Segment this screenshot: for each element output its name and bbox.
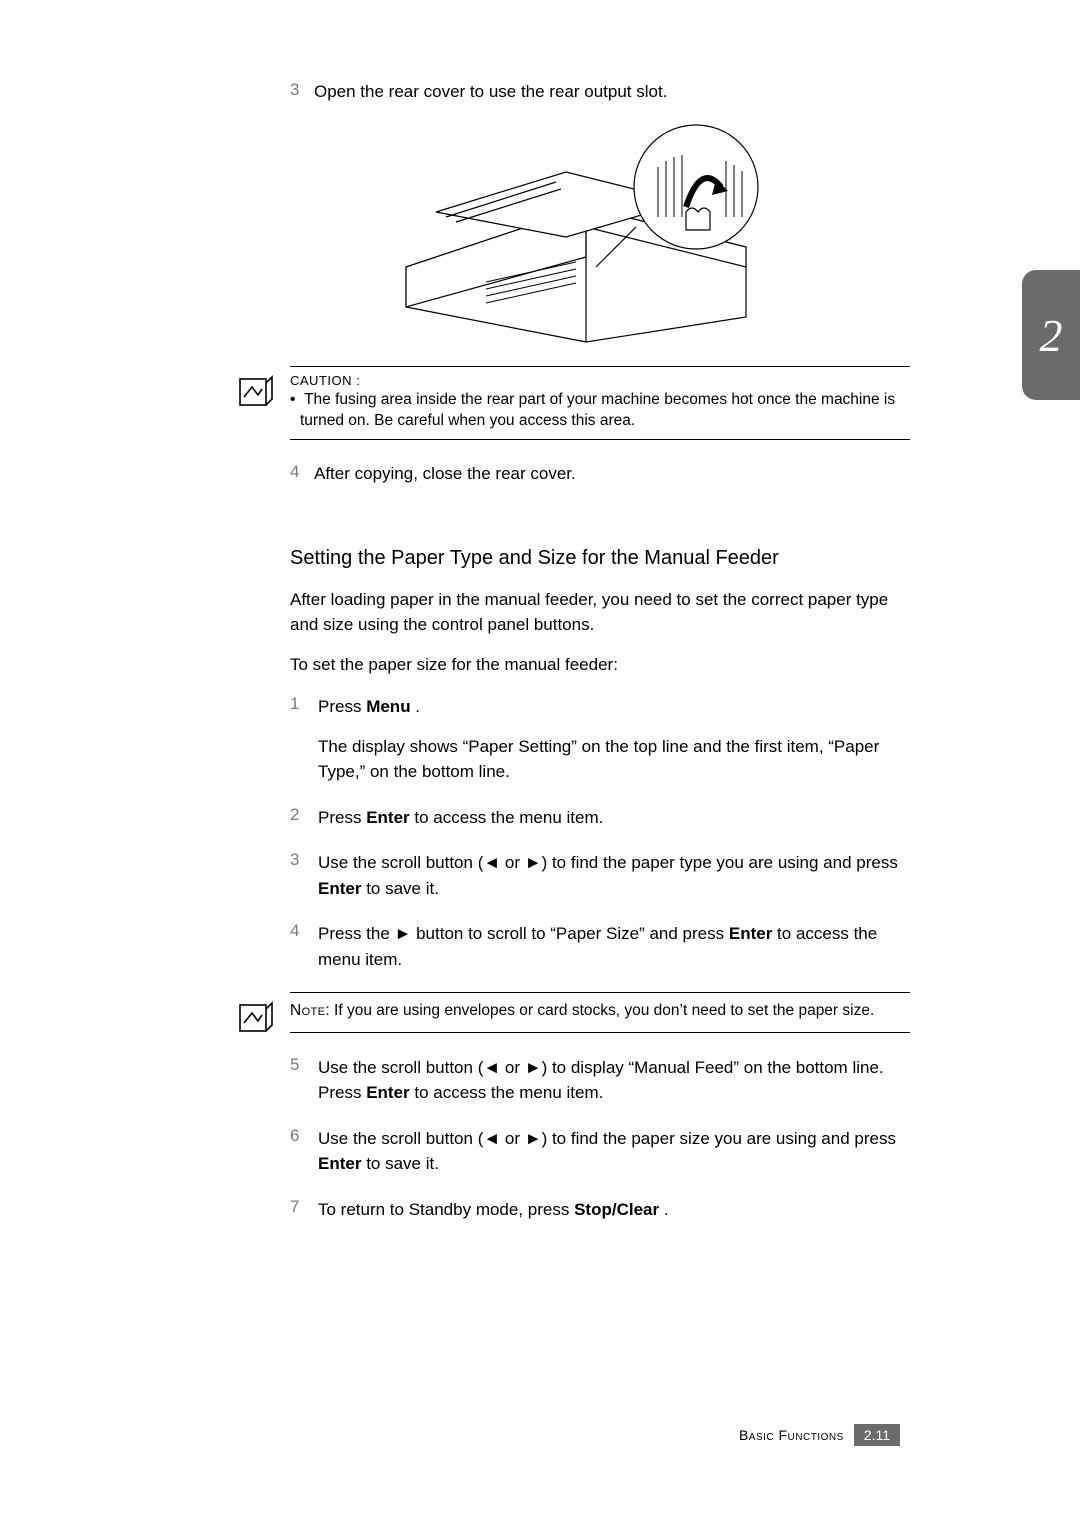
step-4b: 4 Press the ► button to scroll to “Paper…: [290, 921, 910, 972]
section-heading: Setting the Paper Type and Size for the …: [290, 547, 910, 570]
page-footer: Basic Functions 2.11: [739, 1424, 900, 1446]
manual-page: 2 3 Open the rear cover to use the rear …: [0, 0, 1080, 1526]
intro-paragraph-2: To set the paper size for the manual fee…: [290, 653, 910, 678]
caution-icon: [238, 373, 276, 416]
step-3b: 3 Use the scroll button (◄ or ►) to find…: [290, 850, 910, 901]
step-6: 6 Use the scroll button (◄ or ►) to find…: [290, 1126, 910, 1177]
content-column: 3 Open the rear cover to use the rear ou…: [290, 80, 910, 1242]
step-text: Open the rear cover to use the rear outp…: [314, 80, 667, 105]
step-5: 5 Use the scroll button (◄ or ►) to disp…: [290, 1055, 910, 1106]
step-3: 3 Open the rear cover to use the rear ou…: [290, 80, 910, 105]
note-icon: [238, 999, 276, 1042]
step-4: 4 After copying, close the rear cover.: [290, 462, 910, 487]
caution-label: CAUTION :: [290, 373, 910, 388]
caution-text: • The fusing area inside the rear part o…: [290, 390, 910, 432]
chapter-tab: 2: [1022, 270, 1080, 400]
note-callout: Note: If you are using envelopes or card…: [290, 992, 910, 1033]
printer-rear-cover-illustration: [386, 117, 910, 352]
chapter-number: 2: [1040, 309, 1063, 362]
step-1-sub: The display shows “Paper Setting” on the…: [318, 734, 910, 785]
footer-section-label: Basic Functions: [739, 1427, 844, 1443]
steps-group-b: 5 Use the scroll button (◄ or ►) to disp…: [290, 1055, 910, 1223]
steps-group-a: 1 Press Menu . The display shows “Paper …: [290, 694, 910, 972]
step-7: 7 To return to Standby mode, press Stop/…: [290, 1197, 910, 1223]
note-text: Note: If you are using envelopes or card…: [290, 1001, 910, 1022]
caution-callout: CAUTION : • The fusing area inside the r…: [290, 366, 910, 441]
footer-page-number: 2.11: [854, 1424, 900, 1446]
printer-illustration-svg: [386, 117, 796, 347]
step-text: After copying, close the rear cover.: [314, 462, 576, 487]
intro-paragraph-1: After loading paper in the manual feeder…: [290, 588, 910, 637]
step-2: 2 Press Enter to access the menu item.: [290, 805, 910, 831]
step-number: 3: [290, 80, 314, 105]
step-number: 4: [290, 462, 314, 487]
step-1: 1 Press Menu . The display shows “Paper …: [290, 694, 910, 785]
